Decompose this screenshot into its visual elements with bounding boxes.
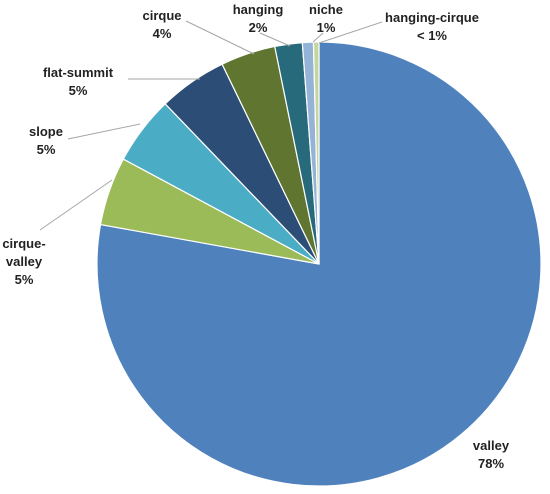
slice-label-valley: valley 78% [473,438,510,471]
slice-category-niche: niche [309,2,343,17]
leader-line-hanging [259,32,291,47]
slice-category-flat-summit: flat-summit [43,65,114,80]
slice-category-hanging-cirque: hanging-cirque [385,10,479,25]
pie-slice-valley [96,41,542,487]
slice-percent-slope: 5% [37,142,56,157]
slice-category-part-cirque-valley: cirque- [2,236,45,251]
leader-line-slope [67,123,141,140]
slice-percent-cirque: 4% [153,26,172,41]
slice-labels: valley 78%cirque-valley 5%slope 5%flat-summ… [2,2,510,471]
slice-label-niche: niche 1% [309,2,343,35]
slice-label-flat-summit: flat-summit 5% [43,65,114,98]
slice-percent-cirque-valley: 5% [15,272,34,287]
leader-line-hanging-cirque [318,21,383,44]
slice-category-hanging: hanging [233,2,284,17]
pie-slices [96,41,542,487]
slice-category-cirque: cirque [142,8,181,23]
slice-label-slope: slope 5% [29,124,63,157]
slice-category-part-cirque-valley: valley [6,254,43,269]
slice-label-hanging-cirque: hanging-cirque < 1% [385,10,479,43]
slice-percent-flat-summit: 5% [69,83,88,98]
slice-percent-niche: 1% [317,20,336,35]
leader-line-cirque [185,20,255,55]
leader-lines [39,20,383,231]
slice-percent-hanging: 2% [249,20,268,35]
slice-category-valley: valley [473,438,510,453]
leader-line-cirque-valley [39,179,113,231]
slice-category-slope: slope [29,124,63,139]
slice-label-cirque-valley: cirque-valley 5% [2,236,45,287]
slice-label-cirque: cirque 4% [142,8,181,41]
slice-percent-valley: 78% [478,456,504,471]
leader-line-niche [312,32,324,43]
slice-label-hanging: hanging 2% [233,2,284,35]
slice-percent-hanging-cirque: < 1% [417,28,447,43]
